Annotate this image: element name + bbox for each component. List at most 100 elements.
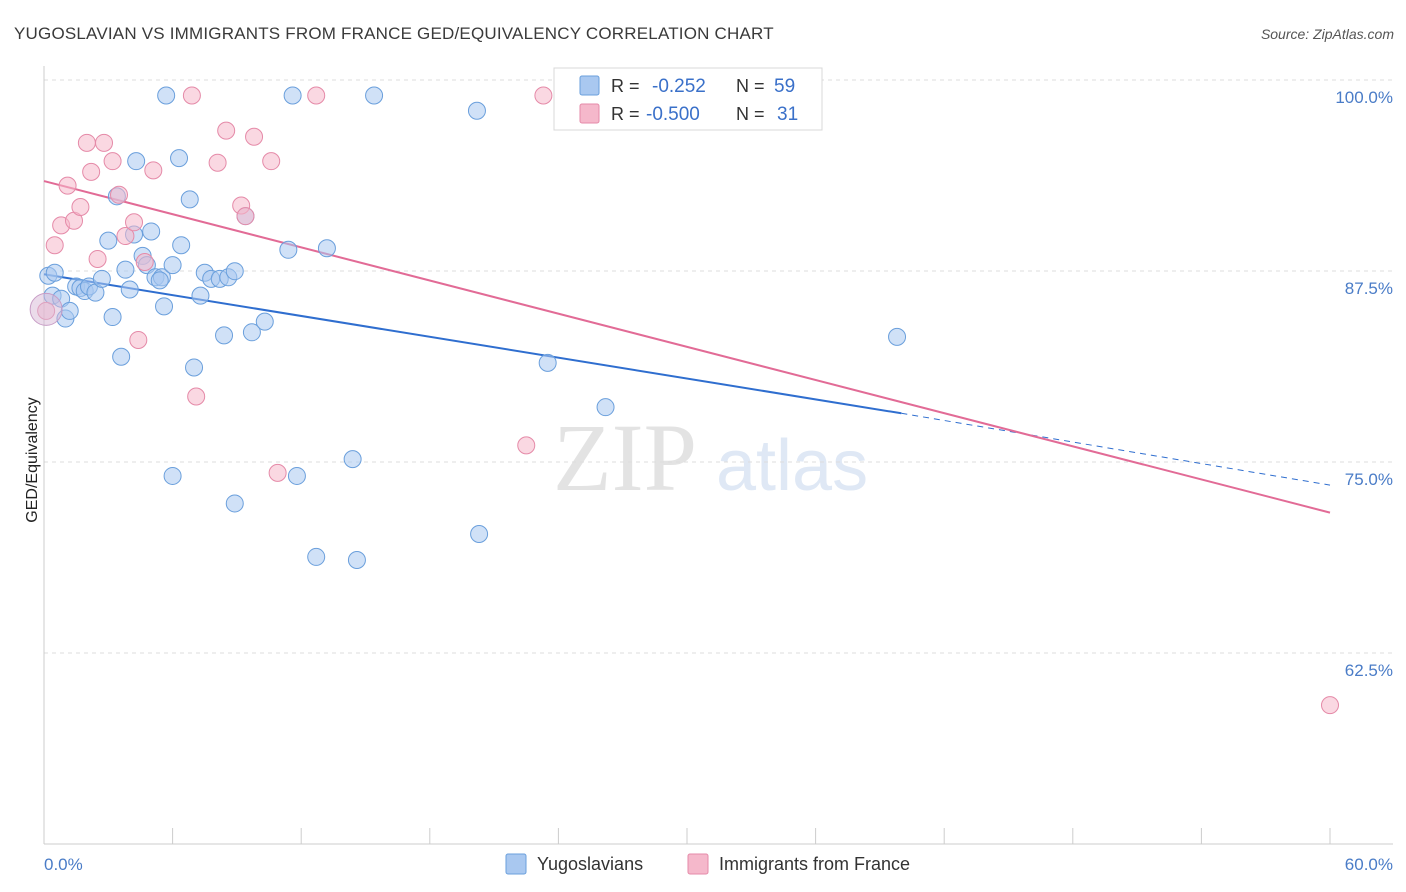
point-yugoslavians xyxy=(112,347,131,366)
scatter-points xyxy=(29,86,1339,715)
point-yugoslavians xyxy=(60,301,79,320)
point-france xyxy=(534,86,553,105)
point-france xyxy=(517,436,536,455)
point-yugoslavians xyxy=(170,149,189,168)
legend-r-value-1: -0.252 xyxy=(652,76,706,97)
point-france xyxy=(88,249,107,268)
y-tick-label: 87.5% xyxy=(1345,279,1393,298)
point-yugoslavians xyxy=(215,326,234,345)
point-yugoslavians xyxy=(347,550,366,569)
legend-r-value-2: -0.500 xyxy=(646,104,700,125)
point-yugoslavians xyxy=(99,231,118,250)
point-yugoslavians xyxy=(283,86,302,105)
y-tick-label: 62.5% xyxy=(1345,661,1393,680)
point-yugoslavians xyxy=(185,358,204,377)
series-legend: Yugoslavians Immigrants from France xyxy=(505,853,910,875)
gridlines xyxy=(44,79,1393,654)
point-yugoslavians xyxy=(538,353,557,372)
legend-swatch-france xyxy=(579,103,600,124)
point-yugoslavians xyxy=(470,525,489,544)
point-yugoslavians xyxy=(157,86,176,105)
legend-r-label-2: R = xyxy=(611,104,640,124)
y-tick-label: 100.0% xyxy=(1335,88,1393,107)
point-yugoslavians xyxy=(92,269,111,288)
point-yugoslavians xyxy=(225,262,244,281)
point-yugoslavians xyxy=(163,466,182,485)
point-france xyxy=(217,121,236,140)
point-yugoslavians xyxy=(45,263,64,282)
point-france xyxy=(125,213,144,232)
chart-title: YUGOSLAVIAN VS IMMIGRANTS FROM FRANCE GE… xyxy=(14,24,774,43)
bottom-legend-swatch-france xyxy=(687,853,709,875)
point-france xyxy=(236,207,255,226)
y-tick-labels: 100.0% 87.5% 75.0% 62.5% xyxy=(1335,88,1393,680)
point-yugoslavians xyxy=(242,323,261,342)
point-yugoslavians xyxy=(127,152,146,171)
point-yugoslavians xyxy=(888,327,907,346)
point-france xyxy=(182,86,201,105)
legend-n-value-1: 59 xyxy=(774,76,795,97)
point-france xyxy=(116,227,135,246)
point-yugoslavians xyxy=(287,466,306,485)
point-france xyxy=(208,153,227,172)
point-france xyxy=(82,162,101,181)
point-france xyxy=(268,463,287,482)
point-france xyxy=(135,253,154,272)
point-france xyxy=(129,330,148,349)
watermark-zip: ZIP xyxy=(553,404,697,511)
point-france xyxy=(144,161,163,180)
point-yugoslavians xyxy=(142,222,161,241)
legend-swatch-yugoslavians xyxy=(579,75,600,96)
axes xyxy=(43,66,1393,845)
point-yugoslavians xyxy=(116,260,135,279)
correlation-legend: R = -0.252 N = 59 R = -0.500 N = 31 xyxy=(553,67,823,131)
point-yugoslavians xyxy=(225,494,244,513)
bottom-legend-swatch-yugoslavians xyxy=(505,853,527,875)
point-yugoslavians xyxy=(163,256,182,275)
y-tick-label: 75.0% xyxy=(1345,470,1393,489)
point-france xyxy=(45,236,64,255)
trend-lines xyxy=(43,180,1331,514)
trend-line-extension xyxy=(901,412,1331,486)
point-france xyxy=(262,152,281,171)
point-yugoslavians xyxy=(596,398,615,417)
point-yugoslavians xyxy=(279,240,298,259)
point-france xyxy=(58,176,77,195)
watermark-atlas: atlas xyxy=(716,426,868,506)
x-tick-label-min: 0.0% xyxy=(44,855,83,874)
point-france xyxy=(103,152,122,171)
point-yugoslavians xyxy=(191,286,210,305)
point-yugoslavians xyxy=(155,297,174,316)
bottom-legend-label-yugoslavians: Yugoslavians xyxy=(537,854,643,874)
point-yugoslavians xyxy=(317,239,336,258)
point-france xyxy=(245,127,264,146)
point-france xyxy=(307,86,326,105)
trend-line xyxy=(43,180,1331,514)
point-yugoslavians xyxy=(365,86,384,105)
trend-line xyxy=(43,273,902,415)
point-yugoslavians xyxy=(255,312,274,331)
point-france xyxy=(71,198,90,217)
point-france xyxy=(95,133,114,152)
point-yugoslavians xyxy=(103,308,122,327)
point-yugoslavians xyxy=(307,547,326,566)
legend-r-label-1: R = xyxy=(611,76,640,96)
point-yugoslavians xyxy=(180,190,199,209)
chart-source: Source: ZipAtlas.com xyxy=(1261,26,1394,42)
point-yugoslavians xyxy=(150,271,169,290)
legend-n-label-2: N = xyxy=(736,104,765,124)
point-france xyxy=(110,185,129,204)
legend-n-value-2: 31 xyxy=(777,104,798,125)
legend-n-label-1: N = xyxy=(736,76,765,96)
point-france xyxy=(77,133,96,152)
point-france xyxy=(187,387,206,406)
point-yugoslavians xyxy=(172,236,191,255)
x-tick-label-max: 60.0% xyxy=(1345,855,1393,874)
point-yugoslavians xyxy=(120,280,139,299)
point-france xyxy=(1321,696,1339,715)
point-yugoslavians xyxy=(343,450,362,469)
point-yugoslavians xyxy=(467,101,486,120)
point-cluster xyxy=(29,292,63,326)
y-axis-title: GED/Equivalency xyxy=(24,397,41,522)
